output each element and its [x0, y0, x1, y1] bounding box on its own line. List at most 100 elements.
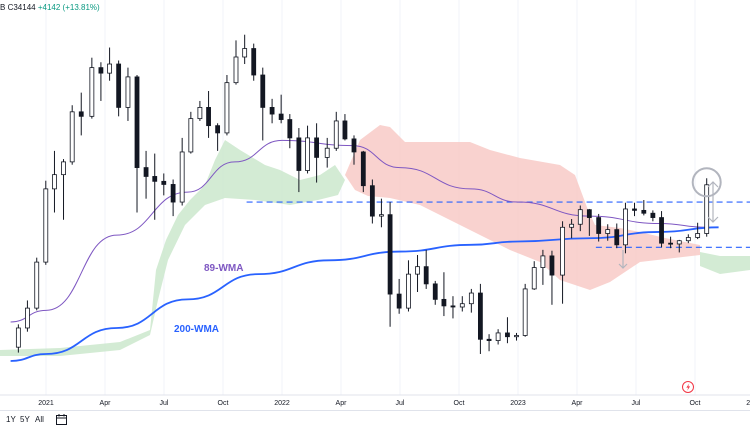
candle	[586, 208, 592, 236]
candle-body-up	[379, 214, 384, 217]
wma89-label: 89-WMA	[204, 263, 243, 274]
candle	[25, 300, 30, 332]
candle	[305, 125, 310, 174]
candle	[441, 272, 447, 317]
candle	[623, 202, 628, 254]
candle-body-down	[396, 293, 402, 309]
candle	[514, 332, 519, 341]
range-1y-button[interactable]: 1Y	[6, 415, 16, 424]
candle-body-up	[125, 76, 131, 108]
cloud-bear-band	[345, 125, 700, 290]
candle	[34, 257, 40, 311]
candle-body-up	[495, 332, 501, 341]
candle-body-up	[531, 267, 537, 290]
candle-body-up	[107, 63, 112, 74]
candle	[314, 123, 319, 183]
candle-body-down	[287, 119, 293, 139]
candle	[505, 317, 510, 344]
candle	[369, 179, 375, 224]
candle	[387, 202, 393, 327]
range-5y-button[interactable]: 5Y	[20, 415, 30, 424]
candle	[278, 94, 284, 124]
legend-change: +4142 (+13.81%)	[37, 3, 100, 12]
time-tick-label: Apr	[100, 400, 112, 407]
candle-body-up	[577, 209, 583, 225]
time-axis: 2021 Apr Jul Oct 2022 Apr Jul Oct 2023 Apr Jul Oct 2…	[0, 394, 750, 407]
candle	[15, 324, 21, 353]
candle	[650, 210, 656, 222]
candle	[549, 250, 555, 305]
candle-body-down	[632, 208, 637, 211]
candle	[152, 153, 158, 220]
candle	[52, 150, 57, 213]
wma200-line	[10, 226, 719, 362]
candle-body-down	[296, 137, 302, 171]
candle-body-up	[69, 111, 75, 163]
candle	[78, 92, 84, 136]
candle	[468, 288, 474, 313]
range-all-button[interactable]: All	[35, 415, 44, 424]
candle-body-up	[188, 118, 194, 153]
candle	[242, 34, 248, 65]
price-levels	[246, 201, 750, 248]
candle-body-up	[15, 327, 21, 348]
candle-body-up	[34, 261, 40, 309]
candle	[632, 202, 637, 217]
candle	[333, 111, 339, 151]
candle	[43, 180, 49, 265]
candle	[577, 205, 583, 232]
candle	[450, 296, 456, 319]
candle-body-up	[305, 137, 310, 171]
calendar-icon[interactable]	[56, 414, 67, 425]
candle	[614, 223, 620, 249]
candle-body-up	[25, 307, 30, 329]
highlight-circle	[691, 167, 722, 198]
candle	[134, 75, 140, 213]
up-arrow-head	[707, 181, 719, 188]
candle	[251, 43, 257, 81]
candle	[233, 40, 239, 85]
candle-body-up	[704, 184, 710, 234]
time-tick-label: Jul	[396, 400, 405, 407]
candle	[676, 239, 682, 253]
time-tick-label: Oct	[454, 400, 465, 407]
candle-body-up	[685, 237, 691, 242]
candle-body-down	[596, 217, 602, 234]
candle-body-up	[242, 48, 248, 58]
candle-body-up	[676, 240, 682, 245]
price-chart[interactable]: 89-WMA 200-WMA 2021 Apr Jul Oct 2022 Apr Jul Oc…	[0, 0, 750, 410]
candle-body-up	[415, 266, 420, 275]
candle	[531, 261, 537, 290]
candle	[351, 135, 357, 165]
candle	[107, 47, 112, 81]
candle	[641, 200, 647, 216]
candle-body-down	[98, 67, 104, 74]
down-arrow-head	[618, 263, 628, 269]
cloud-bull-band-future	[700, 252, 750, 274]
candle-body-up	[406, 273, 411, 309]
candle	[569, 219, 575, 239]
candle	[432, 280, 438, 305]
candle-body-down	[369, 185, 375, 217]
candle	[659, 211, 664, 248]
candle-body-down	[486, 338, 492, 341]
candle	[495, 329, 501, 345]
candle	[704, 178, 710, 237]
candle	[522, 283, 528, 337]
lightning-icon[interactable]	[682, 381, 694, 393]
candle-body-down	[78, 111, 84, 117]
candle-body-down	[387, 214, 393, 295]
candle-body-down	[134, 76, 140, 168]
candle-body-down	[116, 63, 122, 108]
candle-body-down	[432, 283, 438, 300]
candle	[125, 67, 131, 121]
cloud-bull-band	[0, 140, 345, 356]
candle	[179, 137, 185, 206]
candle-body-down	[614, 229, 620, 246]
candle	[324, 137, 330, 168]
candle-body-up	[514, 335, 519, 338]
candle-body-up	[89, 67, 95, 117]
legend-readout: B C34144 +4142 (+13.81%)	[0, 3, 100, 12]
ichimoku-cloud	[0, 125, 750, 356]
time-tick-label: 2022	[274, 400, 290, 407]
